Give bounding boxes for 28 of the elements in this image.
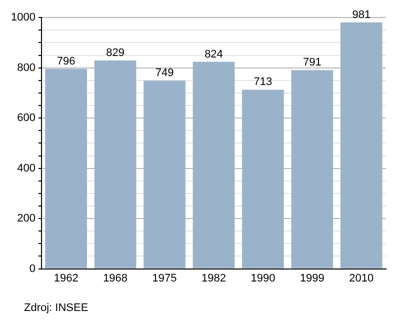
x-tick-label: 1968: [103, 272, 128, 284]
data-label: 829: [106, 47, 124, 60]
y-tick-label: 800: [17, 62, 36, 74]
y-tick-label: 200: [17, 212, 36, 225]
x-tick-label: 1975: [152, 272, 177, 284]
y-tick-label: 600: [17, 112, 36, 124]
bar: [192, 62, 235, 268]
bar: [45, 68, 87, 268]
data-label: 791: [302, 56, 322, 69]
text: Zdroj: INSEE: [24, 302, 90, 314]
data-label: 713: [254, 76, 272, 88]
x-tick-label: 1982: [201, 272, 226, 284]
y-tick-label: 400: [17, 162, 36, 174]
x-tick-label: 2010: [349, 272, 374, 284]
data-label: 796: [56, 55, 76, 68]
x-tick-label: 1962: [54, 272, 78, 284]
bar: [144, 80, 186, 268]
bar: [291, 70, 334, 268]
data-label: 824: [204, 48, 223, 60]
y-tick-label: 0: [29, 262, 36, 275]
bar: [340, 22, 382, 268]
bar: [94, 60, 136, 268]
x-tick-label: 1999: [300, 272, 324, 284]
y-tick-label: 1000: [10, 12, 36, 24]
bar: [242, 90, 284, 268]
x-tick-label: 1990: [250, 272, 276, 284]
data-label: 749: [155, 67, 174, 80]
data-label: 981: [352, 8, 371, 21]
